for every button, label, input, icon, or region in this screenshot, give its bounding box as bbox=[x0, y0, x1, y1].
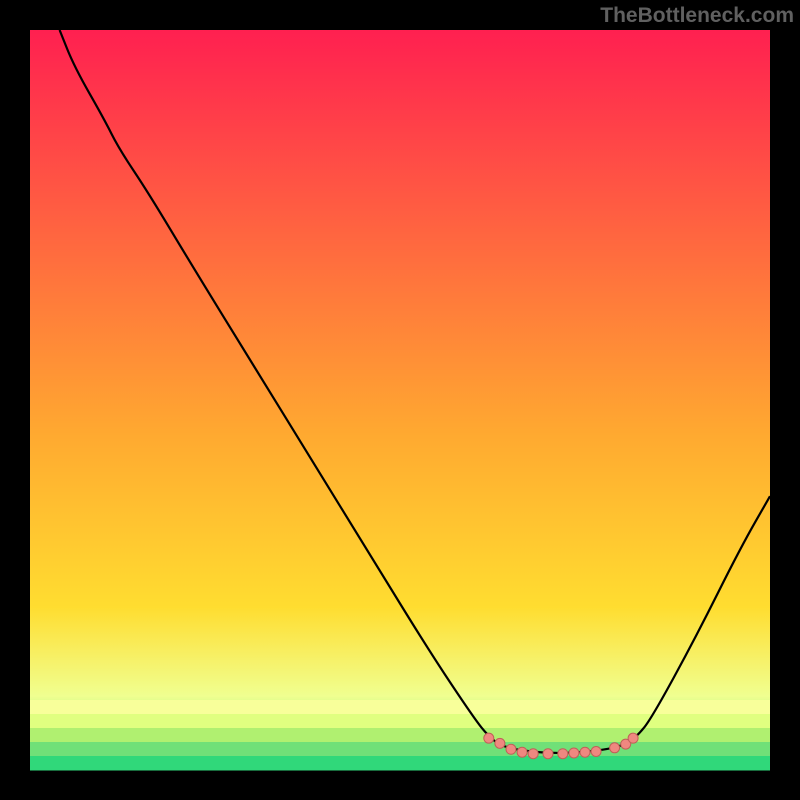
data-marker bbox=[628, 733, 638, 743]
data-marker bbox=[610, 743, 620, 753]
data-marker bbox=[506, 744, 516, 754]
data-marker bbox=[591, 747, 601, 757]
data-marker bbox=[528, 749, 538, 759]
data-marker bbox=[543, 749, 553, 759]
data-marker bbox=[580, 747, 590, 757]
chart-svg bbox=[0, 0, 800, 800]
data-marker bbox=[495, 738, 505, 748]
data-marker bbox=[484, 733, 494, 743]
data-marker bbox=[558, 749, 568, 759]
data-marker bbox=[517, 747, 527, 757]
data-marker bbox=[569, 748, 579, 758]
attribution-text: TheBottleneck.com bbox=[600, 4, 794, 28]
bottleneck-chart: TheBottleneck.com bbox=[0, 0, 800, 800]
